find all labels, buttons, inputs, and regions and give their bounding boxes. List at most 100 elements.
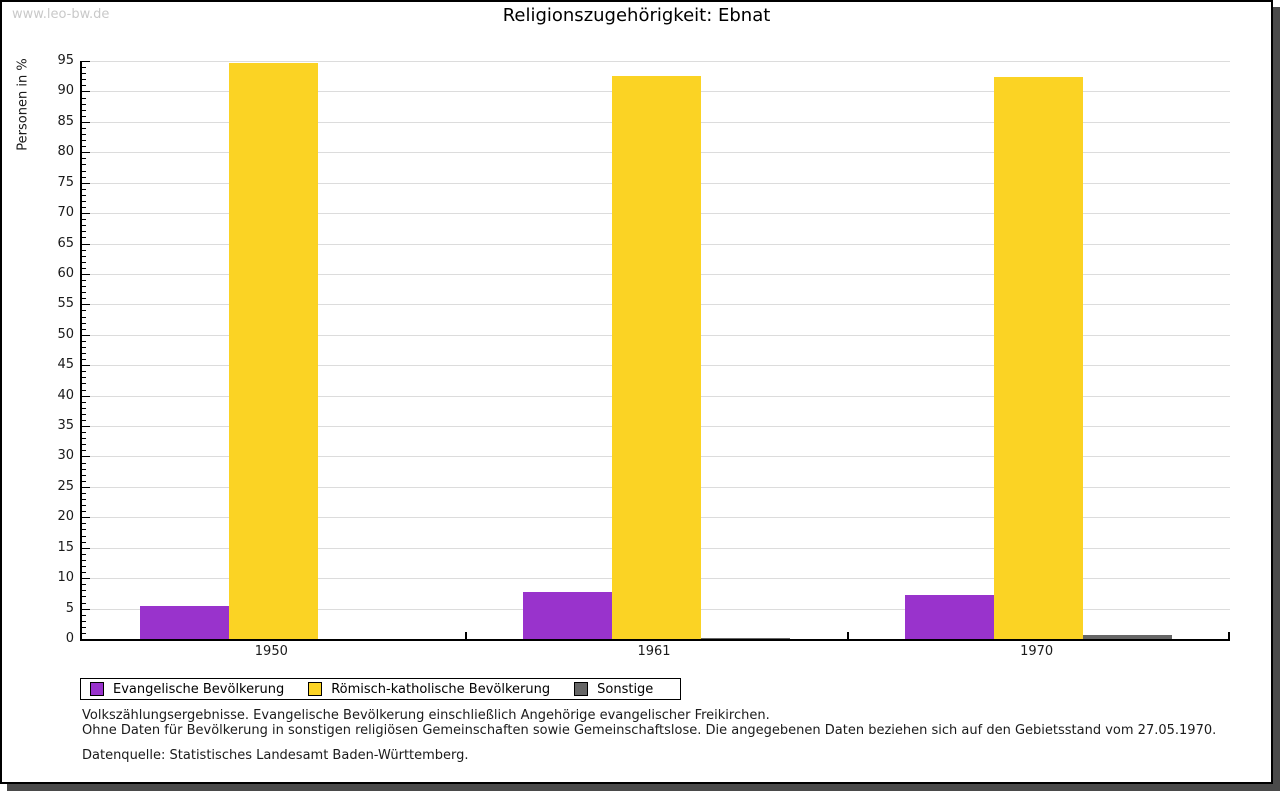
- y-axis-tick: [82, 340, 86, 342]
- y-axis-tick: [82, 578, 90, 580]
- legend-item: Evangelische Bevölkerung: [90, 682, 284, 697]
- y-axis-tick: [82, 267, 86, 269]
- y-axis-tick: [82, 304, 90, 306]
- y-axis-tick: [82, 468, 86, 470]
- y-axis-tick: [82, 103, 86, 105]
- y-axis-tick: [82, 255, 86, 257]
- y-axis-tick-label: 85: [57, 113, 74, 129]
- y-axis-tick: [82, 365, 90, 367]
- y-axis-tick-label: 35: [57, 418, 74, 434]
- y-axis-tick-label: 10: [57, 570, 74, 586]
- y-axis-tick: [82, 61, 90, 62]
- bar-1961-1: [522, 592, 612, 639]
- y-axis-tick: [82, 572, 86, 574]
- y-axis-tick: [82, 590, 86, 592]
- y-axis-tick: [82, 432, 86, 434]
- bar-1970-2: [994, 77, 1084, 639]
- y-axis-tick: [82, 377, 86, 379]
- y-axis-tick: [82, 523, 86, 525]
- footnote-line: Ohne Daten für Bevölkerung in sonstigen …: [82, 723, 1217, 738]
- y-axis-tick: [82, 602, 86, 604]
- y-axis-tick: [82, 146, 86, 148]
- y-axis-tick: [82, 328, 86, 330]
- y-axis-tick: [82, 426, 90, 428]
- x-axis-category-label: 1961: [637, 644, 671, 659]
- legend-label: Römisch-katholische Bevölkerung: [331, 681, 551, 697]
- legend-label: Evangelische Bevölkerung: [113, 681, 285, 697]
- y-axis-tick: [82, 462, 86, 464]
- y-axis-tick: [82, 134, 86, 136]
- y-axis-tick-label: 80: [57, 144, 74, 160]
- y-axis-tick: [82, 620, 86, 622]
- y-axis-tick: [82, 176, 86, 178]
- legend-item: Römisch-katholische Bevölkerung: [308, 682, 550, 697]
- gridline: [82, 61, 1230, 62]
- y-axis-tick-label: 50: [57, 326, 74, 342]
- y-axis-tick: [82, 170, 86, 172]
- y-axis-tick: [82, 231, 86, 233]
- y-axis-tick: [82, 419, 86, 421]
- data-source: Datenquelle: Statistisches Landesamt Bad…: [82, 748, 469, 763]
- y-axis-tick: [82, 407, 86, 409]
- y-axis-tick: [82, 511, 86, 513]
- y-axis-tick: [82, 188, 86, 190]
- y-axis-tick: [82, 596, 86, 598]
- y-axis-tick: [82, 97, 86, 99]
- y-axis-tick: [82, 541, 86, 543]
- bar-1970-3: [1083, 634, 1173, 639]
- legend: Evangelische Bevölkerung Römisch-katholis…: [80, 678, 681, 700]
- y-axis-tick: [82, 225, 86, 227]
- y-axis-tick: [82, 158, 86, 160]
- y-axis-tick: [82, 359, 86, 361]
- y-axis-tick: [82, 401, 86, 403]
- y-axis-tick-label: 60: [57, 265, 74, 281]
- y-axis-tick: [82, 85, 86, 87]
- y-axis-tick: [82, 298, 86, 300]
- y-axis-tick: [82, 438, 86, 440]
- y-axis-tick: [82, 207, 86, 209]
- legend-swatch: [574, 682, 589, 696]
- legend-swatch: [90, 682, 104, 696]
- y-axis-tick: [82, 559, 86, 561]
- footnote-line: Volkszählungsergebnisse. Evangelische Be…: [82, 708, 770, 723]
- y-axis-tick-label: 95: [57, 53, 74, 68]
- y-axis-tick-label: 40: [57, 387, 74, 403]
- y-axis-tick: [82, 237, 86, 239]
- y-axis-tick-label: 15: [57, 539, 74, 555]
- x-axis-category-label: 1950: [254, 644, 288, 659]
- y-axis-tick: [82, 517, 90, 519]
- y-axis-tick: [82, 547, 90, 549]
- y-axis-tick: [82, 194, 86, 196]
- y-axis-tick-label: 75: [57, 174, 74, 190]
- y-axis-tick-label: 30: [57, 448, 74, 464]
- y-axis-tick: [82, 383, 86, 385]
- y-axis-tick-label: 5: [65, 600, 74, 616]
- y-axis-tick: [82, 249, 86, 251]
- y-axis-tick: [82, 286, 86, 288]
- y-axis-tick: [82, 480, 86, 482]
- y-axis-tick-label: 55: [57, 296, 74, 312]
- y-axis-tick: [82, 553, 86, 555]
- y-axis-tick: [82, 243, 90, 245]
- y-axis-tick: [82, 213, 90, 215]
- footnotes: Volkszählungsergebnisse. Evangelische Be…: [82, 708, 1222, 763]
- y-axis-tick: [82, 389, 86, 391]
- x-axis-tick: [464, 632, 467, 639]
- y-axis-tick: [82, 73, 86, 75]
- y-axis-tick: [82, 127, 86, 129]
- y-axis-tick: [82, 450, 86, 452]
- bar-1950-1: [139, 605, 229, 639]
- bar-1970-1: [905, 594, 995, 639]
- y-axis-tick: [82, 109, 86, 111]
- y-axis-tick: [82, 273, 90, 275]
- y-axis-tick: [82, 444, 86, 446]
- y-axis-tick: [82, 261, 86, 263]
- y-axis-tick: [82, 280, 86, 282]
- y-axis-tick: [82, 164, 86, 166]
- bar-1950-2: [228, 62, 318, 639]
- y-axis-title: Personen in %: [15, 58, 31, 151]
- y-axis-tick-label: 70: [57, 205, 74, 221]
- plot-area: [80, 61, 1230, 641]
- x-axis-category-label: 1970: [1020, 644, 1054, 659]
